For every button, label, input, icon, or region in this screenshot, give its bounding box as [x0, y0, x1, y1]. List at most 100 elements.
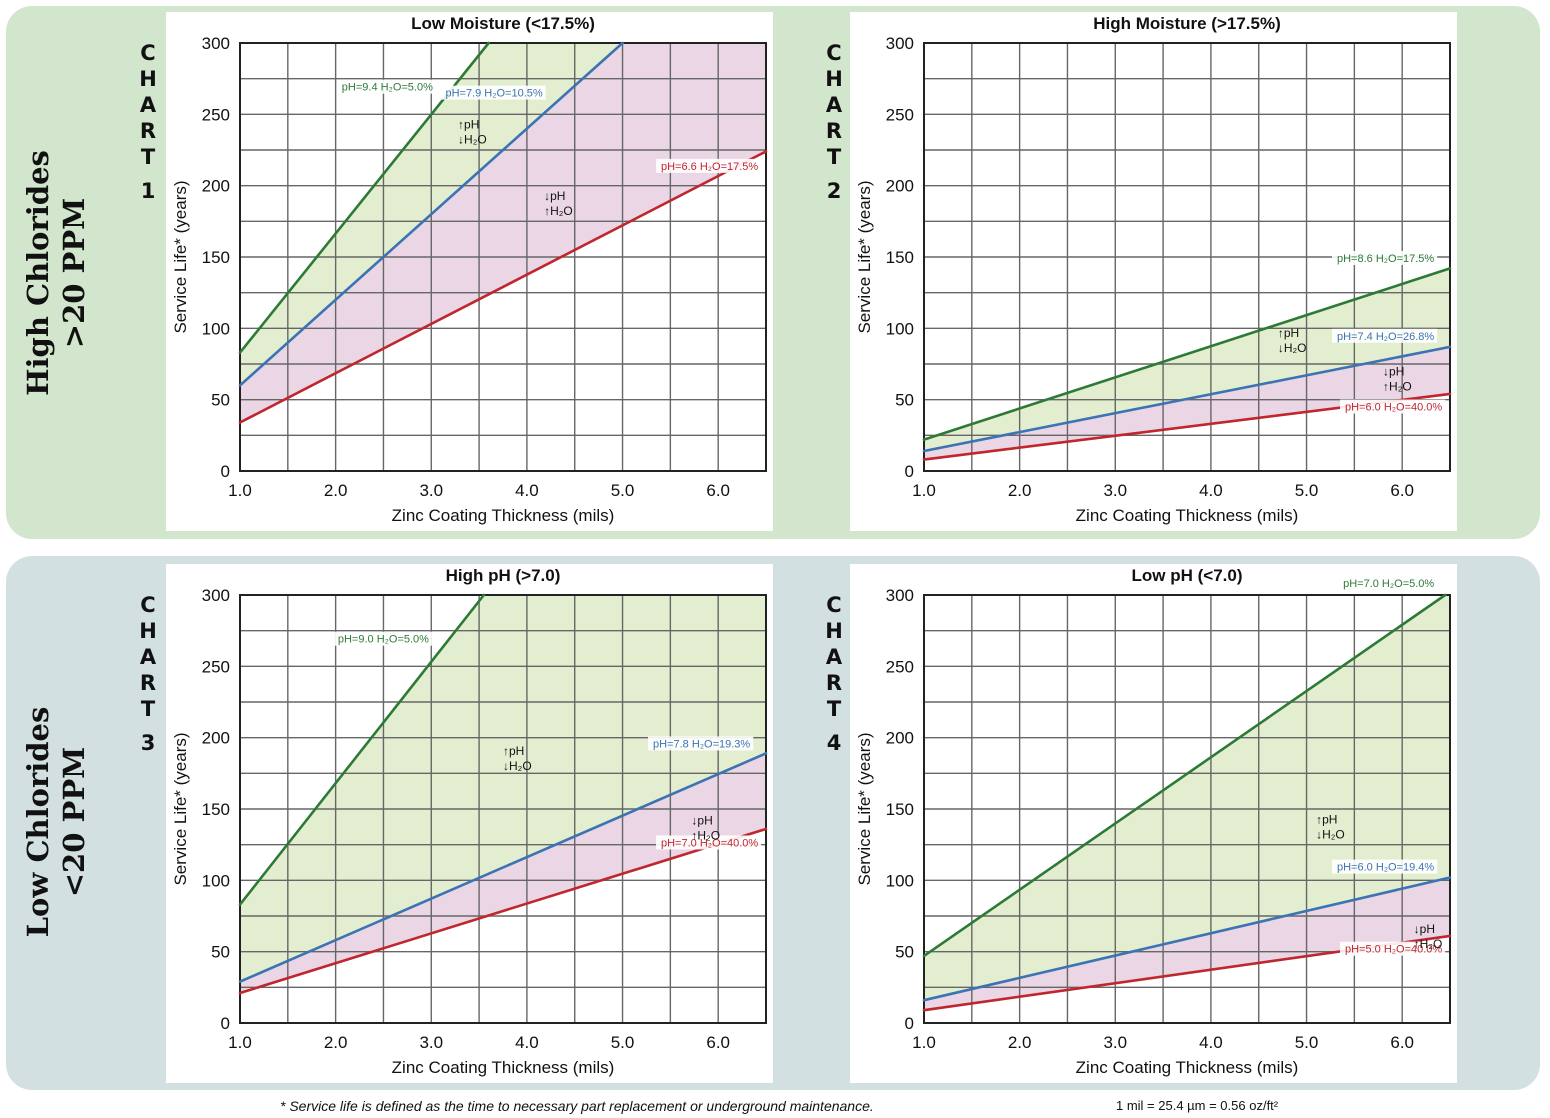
zone-label: ↓H₂O: [503, 759, 532, 773]
pink-zone-fill: [924, 877, 1450, 1011]
chart-title: High Moisture (>17.5%): [1093, 14, 1281, 33]
y-tick-label: 300: [886, 586, 914, 605]
series-name-label: pH=7.0 H₂O=5.0%: [1343, 578, 1434, 590]
chart-word-letter: 1: [140, 179, 156, 203]
chart-word-letter: R: [825, 671, 843, 695]
series-label-bg: [336, 79, 436, 94]
x-tick-label: 5.0: [1295, 1033, 1319, 1052]
footnote: * Service life is defined as the time to…: [280, 1098, 874, 1114]
chart-word-letter: R: [825, 119, 843, 143]
y-axis-label: Service Life* (years): [855, 732, 874, 885]
series-label-bg: [648, 736, 754, 751]
x-tick-label: 4.0: [1199, 481, 1223, 500]
series-line: [238, 752, 768, 983]
y-tick-label: 50: [211, 391, 230, 410]
chart-4-svg: 0 50 100 150 200 250 300 1.0 2.0 3.0 4.0 5.0 6.0 Low …: [855, 566, 1452, 1077]
series-name-label: pH=7.9 H₂O=10.5%: [445, 88, 542, 100]
series-label-bg: [1332, 250, 1438, 265]
x-tick-label: 6.0: [1390, 481, 1414, 500]
chart-word-letter: A: [139, 93, 157, 117]
x-tick-label: 5.0: [611, 481, 635, 500]
x-tick-label: 5.0: [1295, 481, 1319, 500]
y-tick-label: 250: [202, 105, 230, 124]
zone-label: ↓pH: [1414, 922, 1435, 936]
y-tick-label: 200: [202, 177, 230, 196]
y-tick-label: 200: [202, 729, 230, 748]
chart-word-letter: T: [826, 697, 842, 721]
x-axis-label: Zinc Coating Thickness (mils): [1076, 506, 1299, 525]
series-line: [238, 827, 768, 995]
series-name-label: pH=7.0 H₂O=40.0%: [661, 837, 758, 849]
series-line: [922, 345, 1452, 453]
y-tick-label: 0: [221, 462, 230, 481]
pink-zone-fill: [924, 346, 1450, 460]
series-name-label: pH=6.0 H₂O=40.0%: [1345, 402, 1442, 414]
pink-zone-fill: [240, 753, 766, 993]
x-tick-label: 3.0: [1103, 481, 1127, 500]
series-name-label: pH=6.0 H₂O=19.4%: [1337, 862, 1434, 874]
y-tick-label: 100: [886, 871, 914, 890]
y-tick-label: 250: [886, 105, 914, 124]
series-name-label: pH=9.0 H₂O=5.0%: [338, 634, 429, 646]
plot-frame: [923, 42, 1451, 472]
y-tick-label: 100: [886, 319, 914, 338]
chart-panel-3: 0 50 100 150 200 250 300 1.0 2.0 3.0 4.0 5.0 6.0 High…: [166, 564, 773, 1083]
x-tick-label: 2.0: [324, 1033, 348, 1052]
zone-label: ↑H₂O: [1383, 379, 1412, 393]
series-line: [238, 150, 768, 424]
y-tick-label: 50: [895, 391, 914, 410]
chart-word-letter: T: [140, 697, 156, 721]
x-tick-label: 1.0: [912, 481, 936, 500]
x-tick-label: 4.0: [1199, 1033, 1223, 1052]
series-label-bg: [1332, 859, 1438, 874]
y-tick-label: 200: [886, 177, 914, 196]
series-name-label: pH=6.6 H₂O=17.5%: [661, 161, 758, 173]
zone-label: ↓pH: [544, 189, 565, 203]
series-name-label: pH=5.0 H₂O=40.0%: [1345, 944, 1442, 956]
x-tick-label: 6.0: [706, 1033, 730, 1052]
series-label-bg: [656, 835, 762, 850]
series-name-label: pH=8.6 H₂O=17.5%: [1337, 253, 1434, 265]
y-tick-label: 100: [202, 871, 230, 890]
x-tick-label: 3.0: [419, 1033, 443, 1052]
y-tick-label: 0: [905, 462, 914, 481]
chart-word-letter: H: [139, 619, 157, 643]
series-line: [238, 593, 486, 906]
y-tick-label: 100: [202, 319, 230, 338]
chart-word-letter: C: [826, 41, 842, 65]
y-tick-label: 150: [202, 248, 230, 267]
y-tick-label: 50: [211, 943, 230, 962]
chart-panel-1: 0 50 100 150 200 250 300 1.0 2.0 3.0 4.0 5.0 6.0 Low …: [166, 12, 773, 531]
zone-label: ↑pH: [503, 744, 524, 758]
chart-2-svg: 0 50 100 150 200 250 300 1.0 2.0 3.0 4.0 5.0 6.0 High…: [855, 14, 1452, 525]
low-chlorides-label: Low Chlorides <20 PPM: [20, 707, 92, 938]
zone-label: ↓H₂O: [458, 133, 487, 147]
green-zone-fill: [240, 595, 766, 982]
zone-label: ↓H₂O: [1316, 827, 1345, 841]
chart-panel-2: 0 50 100 150 200 250 300 1.0 2.0 3.0 4.0 5.0 6.0 High…: [850, 12, 1457, 531]
chart-word-letter: A: [139, 645, 157, 669]
y-tick-label: 300: [886, 34, 914, 53]
series-label-bg: [440, 85, 546, 100]
green-zone-fill: [240, 43, 766, 386]
x-axis-label: Zinc Coating Thickness (mils): [1076, 1058, 1299, 1077]
series-name-label: pH=7.4 H₂O=26.8%: [1337, 331, 1434, 343]
plot-frame: [923, 594, 1451, 1024]
series-name-label: pH=7.8 H₂O=19.3%: [653, 738, 750, 750]
x-tick-label: 1.0: [912, 1033, 936, 1052]
chart-word-letter: T: [826, 145, 842, 169]
chart-word-letter: C: [140, 41, 156, 65]
chart-word-letter: 3: [140, 731, 156, 755]
chart-word-letter: H: [825, 67, 843, 91]
y-tick-label: 200: [886, 729, 914, 748]
chart-word-letter: A: [825, 93, 843, 117]
chart-word-letter: A: [825, 645, 843, 669]
chart-word-letter: C: [140, 593, 156, 617]
green-zone-fill: [924, 268, 1450, 451]
y-tick-label: 150: [886, 800, 914, 819]
chart-title: High pH (>7.0): [446, 566, 561, 585]
y-tick-label: 50: [895, 943, 914, 962]
